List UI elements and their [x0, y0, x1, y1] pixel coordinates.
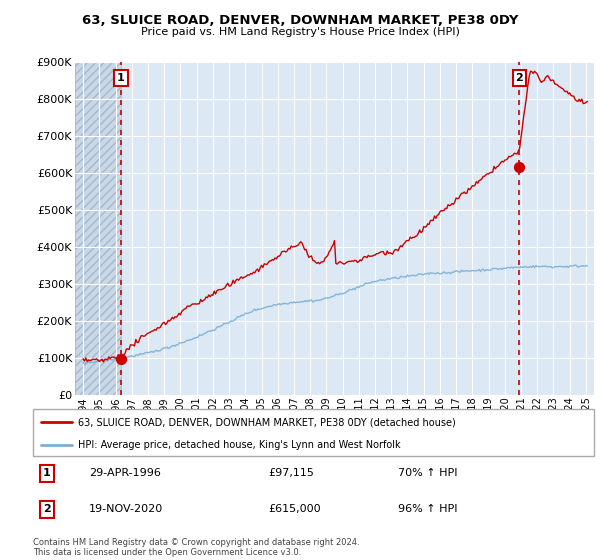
Text: 1: 1 — [43, 468, 51, 478]
Text: 29-APR-1996: 29-APR-1996 — [89, 468, 161, 478]
Text: 70% ↑ HPI: 70% ↑ HPI — [398, 468, 457, 478]
Bar — [75, 62, 121, 395]
Point — [514, 162, 524, 171]
Point — [116, 354, 125, 363]
Text: HPI: Average price, detached house, King's Lynn and West Norfolk: HPI: Average price, detached house, King… — [78, 440, 401, 450]
Text: Price paid vs. HM Land Registry's House Price Index (HPI): Price paid vs. HM Land Registry's House … — [140, 27, 460, 37]
Text: 1: 1 — [117, 73, 125, 83]
Text: Contains HM Land Registry data © Crown copyright and database right 2024.
This d: Contains HM Land Registry data © Crown c… — [33, 538, 359, 557]
Text: £97,115: £97,115 — [269, 468, 314, 478]
Text: 96% ↑ HPI: 96% ↑ HPI — [398, 505, 457, 515]
Text: 2: 2 — [43, 505, 51, 515]
Text: 63, SLUICE ROAD, DENVER, DOWNHAM MARKET, PE38 0DY: 63, SLUICE ROAD, DENVER, DOWNHAM MARKET,… — [82, 14, 518, 27]
Text: 19-NOV-2020: 19-NOV-2020 — [89, 505, 163, 515]
Bar — [75, 62, 121, 395]
Text: £615,000: £615,000 — [269, 505, 321, 515]
Text: 2: 2 — [515, 73, 523, 83]
Text: 63, SLUICE ROAD, DENVER, DOWNHAM MARKET, PE38 0DY (detached house): 63, SLUICE ROAD, DENVER, DOWNHAM MARKET,… — [78, 417, 455, 427]
